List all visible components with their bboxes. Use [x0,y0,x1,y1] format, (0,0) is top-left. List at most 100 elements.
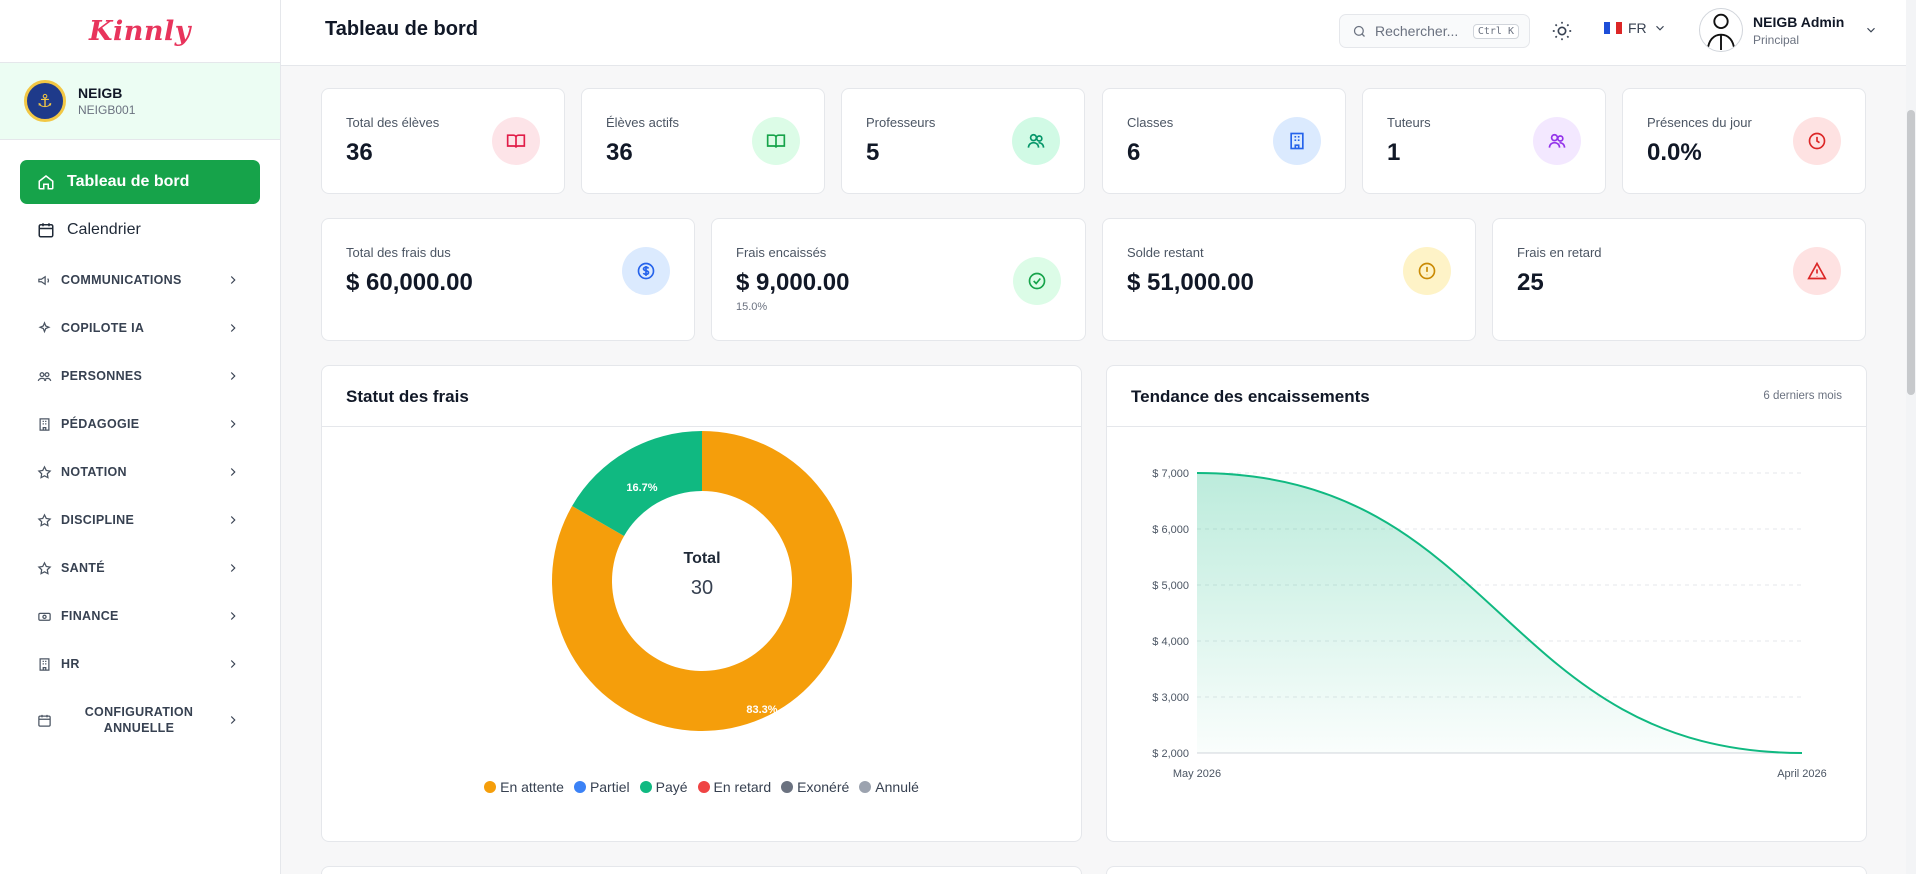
sidebar-item-label: Calendrier [67,221,141,238]
sidebar-group-communications[interactable]: COMMUNICATIONS [20,256,260,304]
fee-card-overdue: Frais en retard 25 [1492,218,1866,341]
legend-dot [639,781,652,793]
alert-circle-icon [1418,262,1436,280]
sidebar-group-label: SANTÉ [61,561,105,575]
fee-status-panel: Statut des frais Total 30 83.3% 16.7% En… [321,365,1082,842]
legend-dot [573,781,586,793]
donut-center-label: Total [683,550,720,567]
panel-title: Tendance des encaissements [1131,387,1370,406]
clock-icon [1808,132,1826,150]
language-label: FR [1628,20,1647,36]
sidebar-group-label: COMMUNICATIONS [61,273,182,287]
legend-item-en-attente[interactable]: En attente [484,779,564,795]
legend-item-paye[interactable]: Payé [639,779,688,795]
chevron-down-icon [1655,25,1664,31]
stat-icon [1793,117,1841,165]
scrollbar-thumb[interactable] [1907,110,1915,395]
france-flag-icon [1604,22,1622,34]
sidebar-group-label: COPILOTE IA [61,321,145,335]
stat-card-classes: Classes 6 [1102,88,1346,194]
sidebar-group-notation[interactable]: NOTATION [20,448,260,496]
sidebar-group-hr[interactable]: HR [20,640,260,688]
stat-label: Frais encaissés [736,245,827,260]
legend-label: Partiel [589,779,630,795]
stat-icon [1403,247,1451,295]
sun-icon[interactable] [1551,20,1573,42]
chevron-right-icon [230,660,236,668]
sidebar-group-finance[interactable]: FINANCE [20,592,260,640]
sparkles-icon [38,320,51,333]
sidebar-group-configuration-annuelle[interactable]: CONFIGURATION ANNUELLE [20,688,260,752]
chevron-right-icon [230,468,236,476]
lower-panel-right [1106,866,1867,874]
donut-center-value: 30 [691,577,713,599]
lower-panel-left [321,866,1082,874]
top-header: Tableau de bord Rechercher... Ctrl K FR … [281,0,1916,66]
sidebar: Kinnly ⚓ NEIGB NEIGB001 Tableau de bord … [0,0,281,874]
sidebar-group-discipline[interactable]: DISCIPLINE [20,496,260,544]
legend-dot [484,781,497,793]
sidebar-group-pedagogie[interactable]: PÉDAGOGIE [20,400,260,448]
check-circle-icon [1028,272,1046,290]
school-name: NEIGB [78,85,123,101]
stat-subtext: 15.0% [736,301,768,313]
trend-series-line[interactable] [1196,472,1803,754]
stat-icon [752,117,800,165]
legend-item-annule[interactable]: Annulé [859,779,919,795]
stat-icon [1793,247,1841,295]
stat-value: 0.0% [1647,139,1702,166]
donut-slice-en-attente[interactable] [552,431,852,731]
sidebar-group-personnes[interactable]: PERSONNES [20,352,260,400]
panel-period-note: 6 derniers mois [1763,390,1842,402]
app-logo[interactable]: Kinnly [0,0,280,62]
sidebar-group-label: PERSONNES [61,369,143,383]
stat-label: Classes [1127,115,1174,130]
star-icon [37,512,52,527]
legend-item-exonere[interactable]: Exonéré [781,779,849,795]
stat-card-attendance: Présences du jour 0.0% [1622,88,1866,194]
stat-label: Tuteurs [1387,115,1431,130]
stat-card-teachers: Professeurs 5 [841,88,1085,194]
user-menu[interactable]: NEIGB Admin Principal [1699,8,1878,52]
megaphone-icon [38,275,50,285]
user-role: Principal [1753,32,1800,47]
star-icon [37,464,52,479]
sidebar-item-calendar[interactable]: Calendrier [20,208,260,252]
people-icon [37,371,52,381]
app-logo-text: Kinnly [89,15,191,47]
y-tick-label: $ 4,000 [1152,636,1189,648]
page-scrollbar[interactable] [1906,0,1916,874]
sidebar-group-label: HR [61,657,80,671]
stat-icon [1273,117,1321,165]
sidebar-group-copilote-ia[interactable]: COPILOTE IA [20,304,260,352]
school-code: NEIGB001 [78,103,136,117]
stat-label: Solde restant [1127,245,1204,260]
sidebar-item-label: Tableau de bord [67,173,190,190]
search-input[interactable]: Rechercher... Ctrl K [1339,14,1530,48]
sidebar-group-label: CONFIGURATION ANNUELLE [61,704,217,736]
book-icon [506,134,526,148]
sidebar-nav: Tableau de bord Calendrier COMMUNICATION… [0,140,280,752]
money-icon [38,612,51,621]
building-icon [39,657,50,671]
sidebar-item-dashboard[interactable]: Tableau de bord [20,160,260,204]
x-tick-label: May 2026 [1173,768,1221,780]
legend-item-en-retard[interactable]: En retard [697,779,772,795]
legend-label: En retard [713,779,772,795]
donut-slice-pay-[interactable] [572,431,702,536]
legend-item-partiel[interactable]: Partiel [573,779,630,795]
home-icon [38,175,54,190]
legend-dot [697,781,710,793]
dollar-icon [637,262,655,280]
stat-value: 1 [1387,139,1401,166]
sidebar-group-sante[interactable]: SANTÉ [20,544,260,592]
search-shortcut: Ctrl K [1472,23,1519,39]
stat-value: $ 9,000.00 [736,269,850,296]
y-tick-label: $ 2,000 [1152,748,1189,760]
search-placeholder: Rechercher... [1375,23,1459,39]
chevron-right-icon [230,612,236,620]
stat-value: 36 [346,139,373,166]
language-selector[interactable]: FR [1604,20,1667,36]
building-icon [1290,132,1304,150]
school-switcher[interactable]: ⚓ NEIGB NEIGB001 [0,62,280,140]
